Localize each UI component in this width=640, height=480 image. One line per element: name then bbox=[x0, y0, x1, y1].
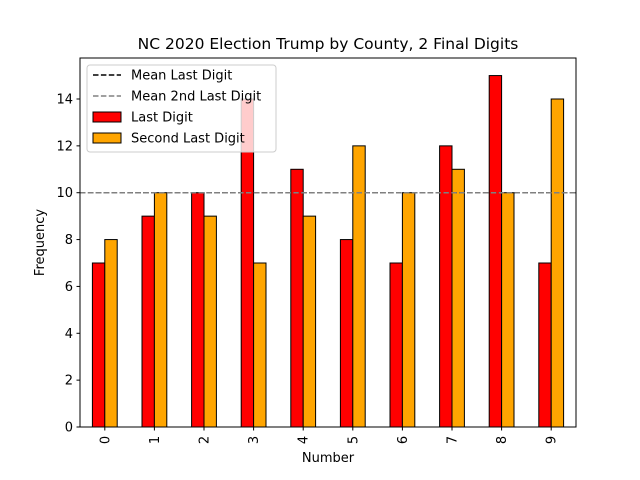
y-tick-label: 0 bbox=[65, 421, 73, 436]
x-tick-label: 6 bbox=[396, 436, 411, 444]
bar-last-digit-7 bbox=[440, 146, 452, 427]
y-tick-label: 6 bbox=[65, 280, 73, 295]
x-tick-label: 5 bbox=[346, 436, 361, 444]
x-tick-label: 0 bbox=[98, 436, 113, 444]
bar-second-last-digit-4 bbox=[303, 216, 315, 427]
bar-second-last-digit-5 bbox=[353, 146, 365, 427]
x-tick-label: 4 bbox=[297, 436, 312, 444]
chart-title: NC 2020 Election Trump by County, 2 Fina… bbox=[138, 35, 519, 53]
legend-last-digit-swatch bbox=[93, 112, 121, 122]
bar-last-digit-9 bbox=[539, 263, 551, 427]
x-tick-label: 9 bbox=[545, 436, 560, 444]
bar-last-digit-8 bbox=[489, 76, 501, 427]
bar-last-digit-4 bbox=[291, 169, 303, 427]
bar-second-last-digit-3 bbox=[254, 263, 266, 427]
bar-second-last-digit-6 bbox=[402, 193, 414, 427]
legend-last-digit-label: Last Digit bbox=[131, 111, 193, 126]
bar-second-last-digit-1 bbox=[154, 193, 166, 427]
bar-second-last-digit-0 bbox=[105, 240, 117, 427]
y-axis-label: Frequency bbox=[33, 209, 48, 276]
x-tick-label: 2 bbox=[198, 436, 213, 444]
legend-mean-last-digit-label: Mean Last Digit bbox=[131, 69, 232, 84]
bar-second-last-digit-2 bbox=[204, 216, 216, 427]
bar-second-last-digit-7 bbox=[452, 169, 464, 427]
bar-last-digit-1 bbox=[142, 216, 154, 427]
bar-last-digit-6 bbox=[390, 263, 402, 427]
x-tick-label: 1 bbox=[148, 436, 163, 444]
y-tick-label: 12 bbox=[56, 139, 73, 154]
legend: Mean Last Digit Mean 2nd Last Digit Last D… bbox=[87, 65, 276, 152]
bar-last-digit-2 bbox=[192, 193, 204, 427]
bar-second-last-digit-9 bbox=[551, 99, 563, 427]
bar-last-digit-0 bbox=[92, 263, 104, 427]
x-tick-label: 7 bbox=[446, 436, 461, 444]
legend-second-last-digit-label: Second Last Digit bbox=[131, 132, 245, 147]
x-axis-label: Number bbox=[302, 451, 355, 466]
y-tick-label: 14 bbox=[56, 93, 73, 108]
legend-second-last-digit-swatch bbox=[93, 133, 121, 143]
y-tick-label: 2 bbox=[65, 374, 73, 389]
y-tick-label: 10 bbox=[56, 186, 73, 201]
x-tick-label: 8 bbox=[495, 436, 510, 444]
y-tick-label: 4 bbox=[65, 327, 73, 342]
bar-second-last-digit-8 bbox=[502, 193, 514, 427]
x-tick-label: 3 bbox=[247, 436, 262, 444]
bar-last-digit-5 bbox=[340, 240, 352, 427]
y-tick-label: 8 bbox=[65, 233, 73, 248]
legend-mean-second-last-digit-label: Mean 2nd Last Digit bbox=[131, 90, 261, 105]
